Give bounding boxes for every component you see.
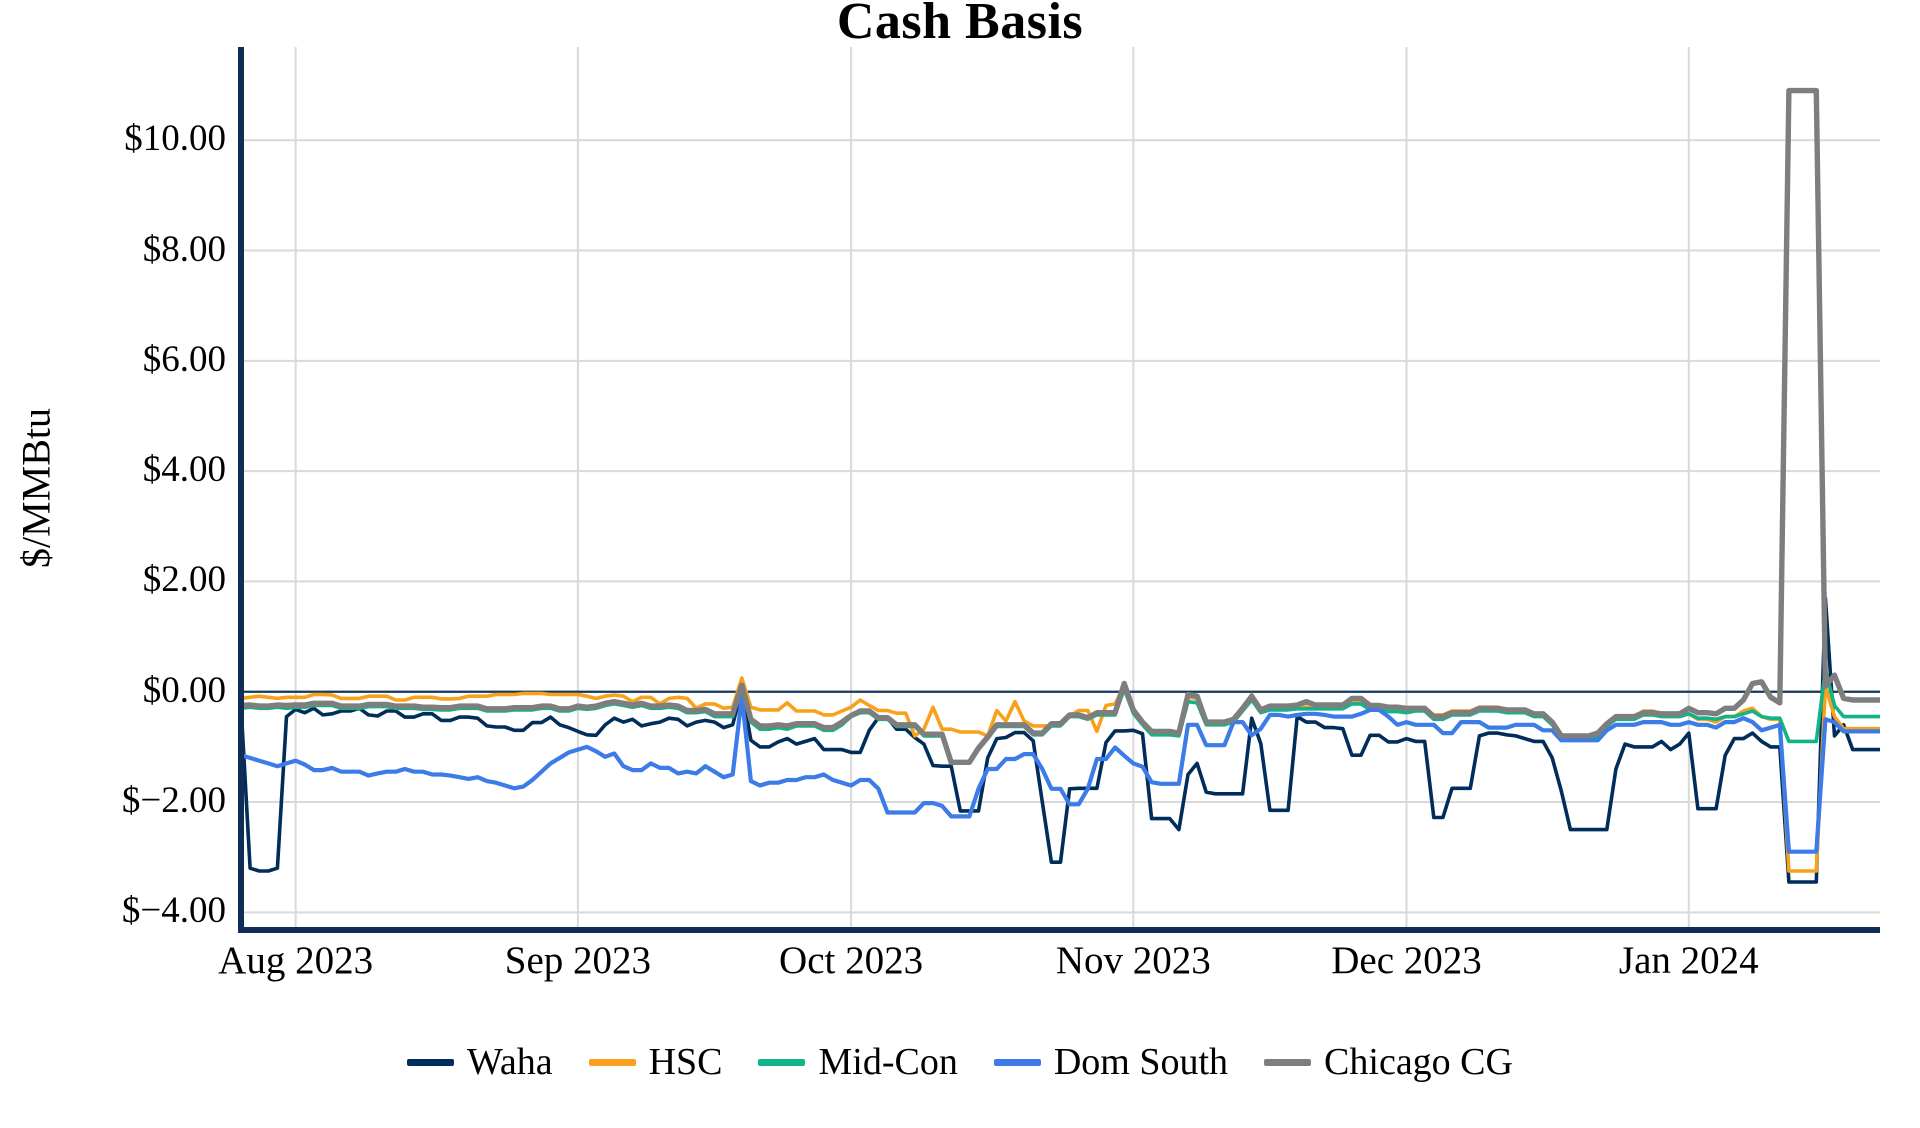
y-tick-label: $2.00 [142, 559, 226, 601]
y-tick-label: $0.00 [142, 669, 226, 711]
x-tick-label: Dec 2023 [1331, 939, 1482, 982]
legend-item-hsc: HSC [588, 1040, 723, 1084]
legend-label: Dom South [1053, 1041, 1229, 1083]
x-tick-label: Jan 2024 [1618, 939, 1759, 982]
legend-swatch-icon [407, 1058, 454, 1066]
series-line-dom-south [240, 694, 1880, 854]
legend-swatch-icon [588, 1058, 636, 1066]
x-tick-label: Nov 2023 [1055, 939, 1211, 982]
legend-swatch-icon [758, 1058, 806, 1066]
legend-swatch-icon [993, 1058, 1041, 1066]
legend-item-waha: Waha [407, 1040, 553, 1084]
legend-label: Mid-Con [818, 1041, 958, 1083]
x-tick-label: Sep 2023 [504, 939, 652, 982]
y-tick-label: $8.00 [142, 228, 226, 270]
series-line-waha [239, 596, 1880, 884]
x-tick-label: Oct 2023 [779, 939, 924, 982]
y-tick-label: $4.00 [142, 448, 226, 490]
legend-label: Waha [467, 1041, 553, 1083]
legend-item-mid-con: Mid-Con [758, 1040, 958, 1084]
y-tick-label: $−4.00 [121, 890, 226, 932]
series-line-chicago-cg [240, 87, 1880, 765]
legend-item-dom-south: Dom South [993, 1040, 1229, 1084]
y-tick-label: $10.00 [124, 117, 226, 159]
legend: Waha HSC Mid-Con Dom South Chicago CG [0, 1040, 1920, 1084]
legend-label: Chicago CG [1324, 1041, 1513, 1083]
legend-item-chicago-cg: Chicago CG [1264, 1040, 1513, 1084]
y-tick-label: $−2.00 [121, 779, 226, 821]
chart-title: Cash Basis [836, 0, 1084, 50]
legend-swatch-icon [1264, 1058, 1312, 1066]
legend-label: HSC [648, 1041, 723, 1083]
x-tick-label: Aug 2023 [218, 939, 374, 982]
y-tick-label: $6.00 [142, 338, 226, 380]
